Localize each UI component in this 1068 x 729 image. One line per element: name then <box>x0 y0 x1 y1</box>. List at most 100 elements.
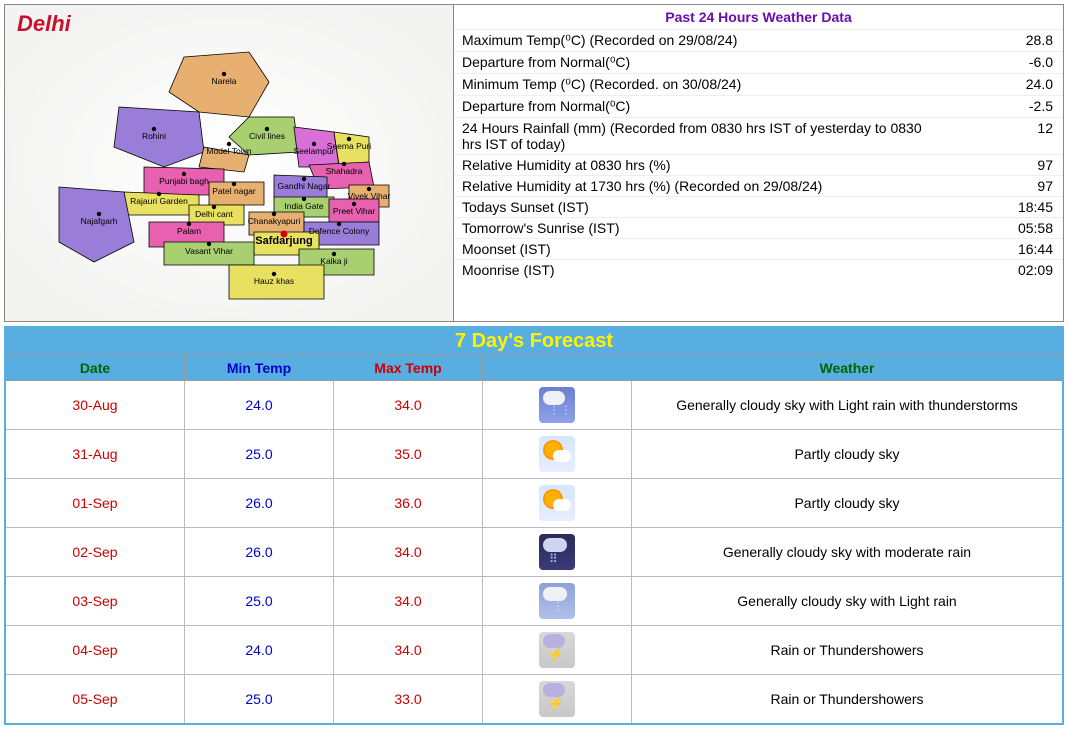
top-panel: Delhi Narela Rohini Civil lines Model Town S… <box>4 4 1064 322</box>
past24-value: 05:58 <box>1018 220 1053 236</box>
weather-icon-moderate-rain <box>539 534 575 570</box>
forecast-date: 02-Sep <box>5 528 185 577</box>
past24-label: Maximum Temp(⁰C) (Recorded on 29/08/24) <box>462 32 737 49</box>
past24-label: Moonset (IST) <box>462 241 551 257</box>
forecast-max: 34.0 <box>334 577 483 626</box>
forecast-icon-cell <box>483 479 632 528</box>
forecast-icon-cell <box>483 626 632 675</box>
col-header-weather: Weather <box>632 356 1064 381</box>
past24-value: 97 <box>1037 157 1053 173</box>
past24-row: Minimum Temp (⁰C) (Recorded. on 30/08/24… <box>454 73 1063 95</box>
forecast-max: 33.0 <box>334 675 483 725</box>
forecast-min: 25.0 <box>185 675 334 725</box>
forecast-header-row: Date Min Temp Max Temp Weather <box>5 356 1063 381</box>
district-label: Shahadra <box>326 166 363 176</box>
district-label: Chanakyapuri <box>248 216 301 226</box>
district-label: Kalka ji <box>320 256 348 266</box>
weather-icon-partly-cloudy <box>539 485 575 521</box>
forecast-desc: Partly cloudy sky <box>632 479 1064 528</box>
district-label: Rohini <box>142 131 166 141</box>
district-label: Preet Vihar <box>333 206 376 216</box>
forecast-row: 30-Aug24.034.0 Generally cloudy sky with … <box>5 381 1063 430</box>
forecast-desc: Rain or Thundershowers <box>632 626 1064 675</box>
past24-value: -6.0 <box>1029 54 1053 71</box>
weather-icon-thundershowers <box>539 681 575 717</box>
col-header-max: Max Temp <box>334 356 483 381</box>
district-label: Vivek Vihar <box>348 191 391 201</box>
forecast-min: 26.0 <box>185 479 334 528</box>
col-header-min: Min Temp <box>185 356 334 381</box>
district-label: Gandhi Nagar <box>278 181 331 191</box>
past24-value: -2.5 <box>1029 98 1053 115</box>
forecast-desc: Partly cloudy sky <box>632 430 1064 479</box>
forecast-row: 05-Sep25.033.0Rain or Thundershowers <box>5 675 1063 725</box>
past24-label: Departure from Normal(⁰C) <box>462 54 630 71</box>
past24-value: 16:44 <box>1018 241 1053 257</box>
forecast-icon-cell <box>483 675 632 725</box>
past24-row: Tomorrow's Sunrise (IST) 05:58 <box>454 217 1063 238</box>
map-panel: Delhi Narela Rohini Civil lines Model Town S… <box>5 5 454 321</box>
forecast-min: 25.0 <box>185 430 334 479</box>
forecast-desc: Generally cloudy sky with Light rain wit… <box>632 381 1064 430</box>
forecast-max: 34.0 <box>334 381 483 430</box>
district-label: Patel nagar <box>212 186 256 196</box>
forecast-row: 04-Sep24.034.0Rain or Thundershowers <box>5 626 1063 675</box>
district-label: Defence Colony <box>309 226 370 236</box>
forecast-max: 35.0 <box>334 430 483 479</box>
past24-label: Moonrise (IST) <box>462 262 555 278</box>
past-24-panel: Past 24 Hours Weather Data Maximum Temp(… <box>454 5 1063 321</box>
col-header-date: Date <box>5 356 185 381</box>
weather-icon-light-rain-ts <box>539 387 575 423</box>
past24-row: Departure from Normal(⁰C) -6.0 <box>454 51 1063 73</box>
forecast-date: 31-Aug <box>5 430 185 479</box>
past24-label: 24 Hours Rainfall (mm) (Recorded from 08… <box>462 120 942 152</box>
forecast-date: 03-Sep <box>5 577 185 626</box>
forecast-min: 26.0 <box>185 528 334 577</box>
district-label: Narela <box>211 76 236 86</box>
past24-value: 02:09 <box>1018 262 1053 278</box>
district-label: Punjabi bagh <box>159 176 209 186</box>
forecast-desc: Generally cloudy sky with moderate rain <box>632 528 1064 577</box>
past24-value: 28.8 <box>1026 32 1053 49</box>
weather-icon-partly-cloudy <box>539 436 575 472</box>
past24-row: 24 Hours Rainfall (mm) (Recorded from 08… <box>454 117 1063 154</box>
district-label: Najafgarh <box>81 216 118 226</box>
forecast-date: 04-Sep <box>5 626 185 675</box>
past24-value: 12 <box>1037 120 1053 152</box>
district-label: Civil lines <box>249 131 285 141</box>
forecast-title-row: 7 Day's Forecast <box>5 327 1063 356</box>
district-label: Seema Puri <box>327 141 372 151</box>
district-label: Model Town <box>206 146 251 156</box>
district-label: Safdarjung <box>255 235 312 247</box>
past24-value: 24.0 <box>1026 76 1053 93</box>
past24-value: 97 <box>1037 178 1053 194</box>
district-label: India Gate <box>284 201 323 211</box>
past24-label: Relative Humidity at 1730 hrs (%) (Recor… <box>462 178 822 194</box>
past24-label: Tomorrow's Sunrise (IST) <box>462 220 619 236</box>
past24-row: Relative Humidity at 0830 hrs (%)97 <box>454 154 1063 175</box>
past24-value: 18:45 <box>1018 199 1053 215</box>
past-24-title: Past 24 Hours Weather Data <box>454 5 1063 29</box>
forecast-icon-cell <box>483 577 632 626</box>
past24-row: Departure from Normal(⁰C)-2.5 <box>454 95 1063 117</box>
forecast-icon-cell <box>483 528 632 577</box>
forecast-desc: Rain or Thundershowers <box>632 675 1064 725</box>
forecast-icon-cell <box>483 381 632 430</box>
district-label: Palam <box>177 226 201 236</box>
district-label: Delhi cant <box>195 209 233 219</box>
forecast-max: 34.0 <box>334 528 483 577</box>
forecast-desc: Generally cloudy sky with Light rain <box>632 577 1064 626</box>
map-title: Delhi <box>17 11 449 37</box>
forecast-icon-cell <box>483 430 632 479</box>
forecast-min: 24.0 <box>185 381 334 430</box>
past24-row: Moonrise (IST) 02:09 <box>454 259 1063 280</box>
col-header-icon <box>483 356 632 381</box>
forecast-row: 01-Sep26.036.0Partly cloudy sky <box>5 479 1063 528</box>
weather-icon-thundershowers <box>539 632 575 668</box>
forecast-table: 7 Day's Forecast Date Min Temp Max Temp … <box>4 326 1064 725</box>
forecast-date: 30-Aug <box>5 381 185 430</box>
past24-row: Maximum Temp(⁰C) (Recorded on 29/08/24) 2… <box>454 29 1063 51</box>
district-label: Hauz khas <box>254 276 294 286</box>
forecast-row: 02-Sep26.034.0 Generally cloudy sky with … <box>5 528 1063 577</box>
delhi-map: NarelaRohiniCivil linesModel TownSeelamp… <box>39 37 419 317</box>
